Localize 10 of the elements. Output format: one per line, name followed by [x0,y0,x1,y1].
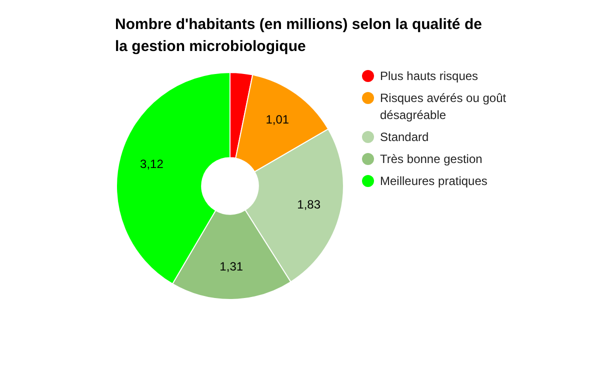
legend-label: Standard [380,129,429,146]
data-label: 1,01 [266,112,290,126]
data-label: 1,83 [297,198,321,212]
data-label: 1,31 [220,259,244,274]
legend-label: Plus hauts risques [380,68,478,85]
data-label: 3,12 [140,157,164,172]
legend-label: Risques avérés ou goût désagréable [380,90,508,124]
chart-title: Nombre d'habitants (en millions) selon la qualité de la gestion microbiologique [115,15,483,57]
legend-label: Meilleures pratiques [380,173,488,190]
legend-label: Très bonne gestion [380,151,482,168]
